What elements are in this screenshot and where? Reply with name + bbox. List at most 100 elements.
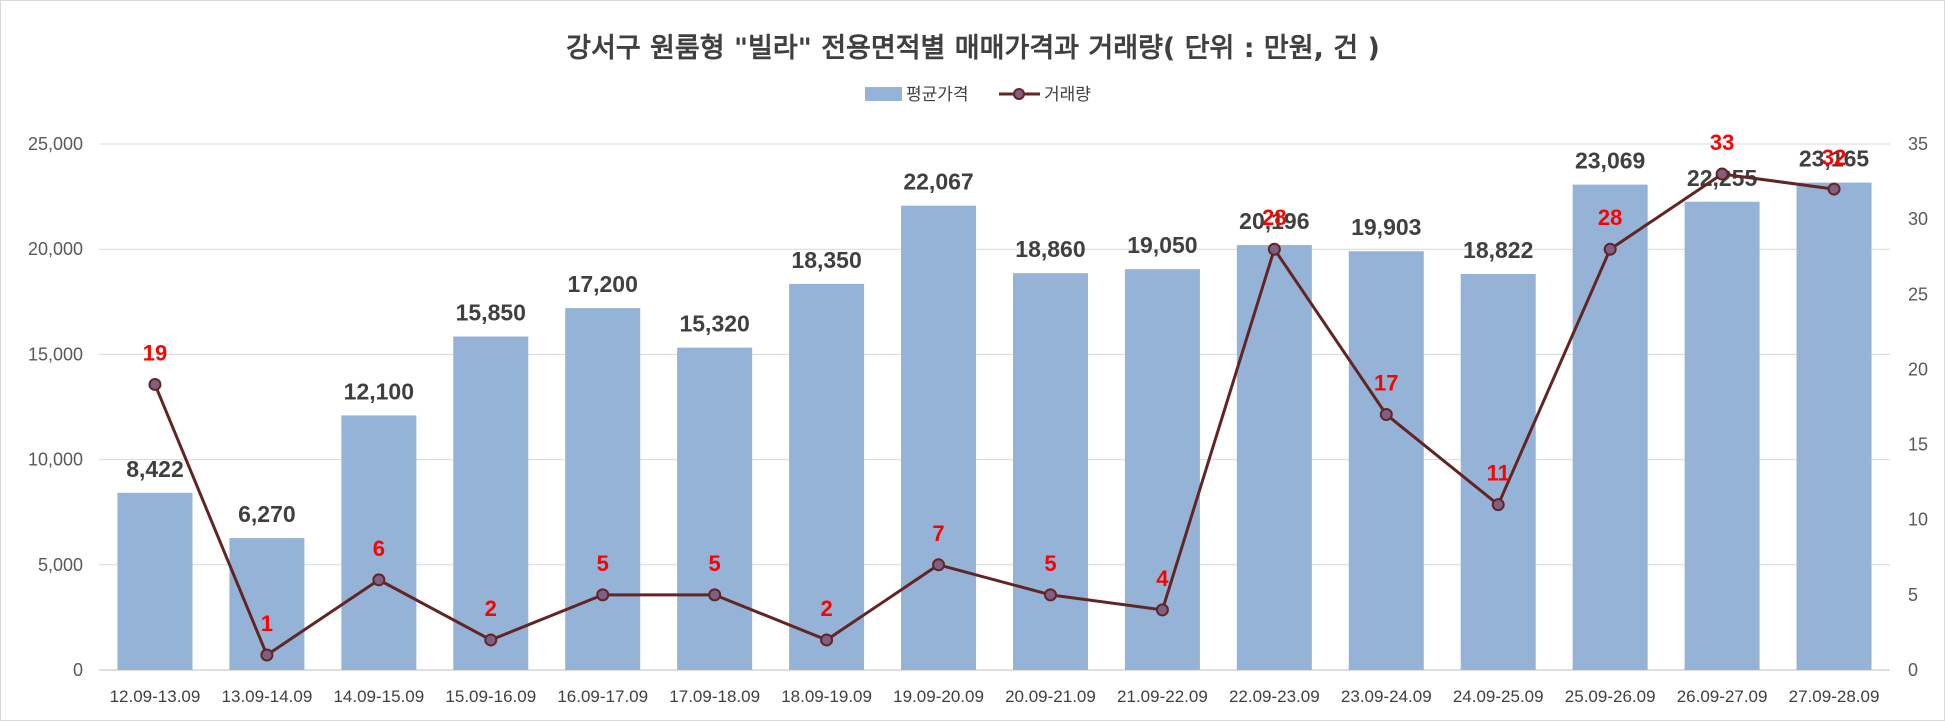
bar-data-label: 22,067 [903, 169, 973, 195]
bar-data-label: 18,350 [791, 247, 861, 273]
y2-tick-label: 5 [1908, 585, 1918, 605]
line-data-label: 7 [932, 521, 944, 546]
line-data-label: 17 [1374, 371, 1398, 396]
line-series [148, 167, 1841, 662]
line-point [1491, 498, 1505, 512]
bar-data-label: 18,822 [1463, 237, 1533, 263]
x-axis: 12.09-13.09 13.09-14.09 14.09-15.09 15.09-1… [110, 687, 1880, 706]
legend-bar-label: 평균가격 [906, 85, 969, 105]
line-point [596, 588, 610, 602]
x-tick-label: 21.09-22.09 [1117, 687, 1208, 706]
x-tick-label: 23.09-24.09 [1341, 687, 1432, 706]
bar [1684, 201, 1760, 670]
x-tick-label: 24.09-25.09 [1453, 687, 1544, 706]
line-point [148, 377, 162, 391]
y2-tick-label: 0 [1908, 660, 1918, 680]
bar [901, 205, 977, 670]
line-data-label: 2 [820, 596, 832, 621]
bar-data-label: 19,050 [1127, 232, 1197, 258]
bar [341, 415, 417, 670]
line-data-label: 4 [1156, 566, 1169, 591]
bar-labels: 8,422 6,270 12,100 15,850 17,200 15,320 18,350… [126, 146, 1869, 527]
line-point [820, 633, 834, 647]
y-tick-label: 25,000 [28, 134, 83, 154]
x-tick-label: 16.09-17.09 [557, 687, 648, 706]
y-tick-label: 5,000 [38, 555, 83, 575]
x-tick-label: 14.09-15.09 [333, 687, 424, 706]
line-labels: 19 1 6 2 5 5 2 7 5 4 28 17 11 28 33 32 [143, 130, 1847, 636]
line-data-label: 28 [1598, 205, 1622, 230]
line-point [372, 573, 386, 587]
y2-tick-label: 15 [1908, 435, 1928, 455]
y2-tick-label: 35 [1908, 134, 1928, 154]
bar-data-label: 18,860 [1015, 236, 1085, 262]
y-tick-label: 20,000 [28, 239, 83, 259]
y-tick-label: 0 [73, 660, 83, 680]
y-axis-right: 0 5 10 15 20 25 30 35 [1908, 134, 1928, 680]
x-tick-label: 26.09-27.09 [1677, 687, 1768, 706]
line-point [1715, 167, 1729, 181]
bar-data-label: 8,422 [126, 456, 184, 482]
line-point [708, 588, 722, 602]
bar [1572, 184, 1648, 670]
bar-data-label: 15,320 [679, 311, 749, 337]
bar-data-label: 6,270 [238, 501, 296, 527]
line-data-label: 33 [1710, 130, 1734, 155]
line-data-label: 11 [1487, 461, 1510, 486]
bar [1460, 273, 1536, 670]
y2-tick-label: 25 [1908, 284, 1928, 304]
y2-tick-label: 20 [1908, 359, 1928, 379]
bar-data-label: 20,196 [1239, 208, 1309, 234]
x-tick-label: 27.09-28.09 [1789, 687, 1880, 706]
line-data-label: 2 [485, 596, 497, 621]
bar [1796, 182, 1872, 670]
bar [229, 538, 305, 670]
bar [1348, 251, 1424, 670]
bar [1124, 269, 1200, 670]
line-point [932, 558, 946, 572]
legend-line-marker [1013, 88, 1025, 100]
line-point [260, 648, 274, 662]
line-point [1603, 242, 1617, 256]
bar-data-label: 23,069 [1575, 148, 1645, 174]
line-data-label: 32 [1822, 145, 1846, 170]
line-data-label: 6 [373, 536, 385, 561]
line-point [1267, 242, 1281, 256]
line-point [484, 633, 498, 647]
bar [1236, 245, 1312, 670]
legend-bar-swatch [865, 87, 902, 101]
line-data-label: 5 [709, 551, 721, 576]
line-data-label: 1 [261, 611, 273, 636]
bar-series [117, 182, 1872, 670]
bar [117, 492, 193, 670]
y-tick-label: 10,000 [28, 450, 83, 470]
bar-data-label: 23,165 [1799, 146, 1870, 172]
bar-data-label: 12,100 [344, 378, 414, 404]
y2-tick-label: 10 [1908, 510, 1928, 530]
line-data-label: 19 [143, 340, 167, 365]
bar [789, 283, 865, 670]
x-tick-label: 22.09-23.09 [1229, 687, 1320, 706]
x-tick-label: 15.09-16.09 [445, 687, 536, 706]
bar-data-label: 17,200 [568, 271, 638, 297]
bar [677, 347, 753, 670]
bar-data-label: 19,903 [1351, 214, 1421, 240]
x-tick-label: 20.09-21.09 [1005, 687, 1096, 706]
legend: 평균가격 거래량 [865, 85, 1091, 105]
x-tick-label: 13.09-14.09 [222, 687, 313, 706]
x-tick-label: 25.09-26.09 [1565, 687, 1656, 706]
x-tick-label: 19.09-20.09 [893, 687, 984, 706]
x-tick-label: 12.09-13.09 [110, 687, 201, 706]
series-line [153, 172, 1835, 657]
bar [565, 308, 641, 670]
line-data-label: 5 [1044, 551, 1056, 576]
legend-line-label: 거래량 [1044, 85, 1091, 105]
line-point [1379, 408, 1393, 422]
line-point [1155, 603, 1169, 617]
y2-tick-label: 30 [1908, 209, 1928, 229]
line-point [1827, 182, 1841, 196]
bar-data-label: 15,850 [456, 300, 526, 326]
bar [1012, 273, 1088, 670]
